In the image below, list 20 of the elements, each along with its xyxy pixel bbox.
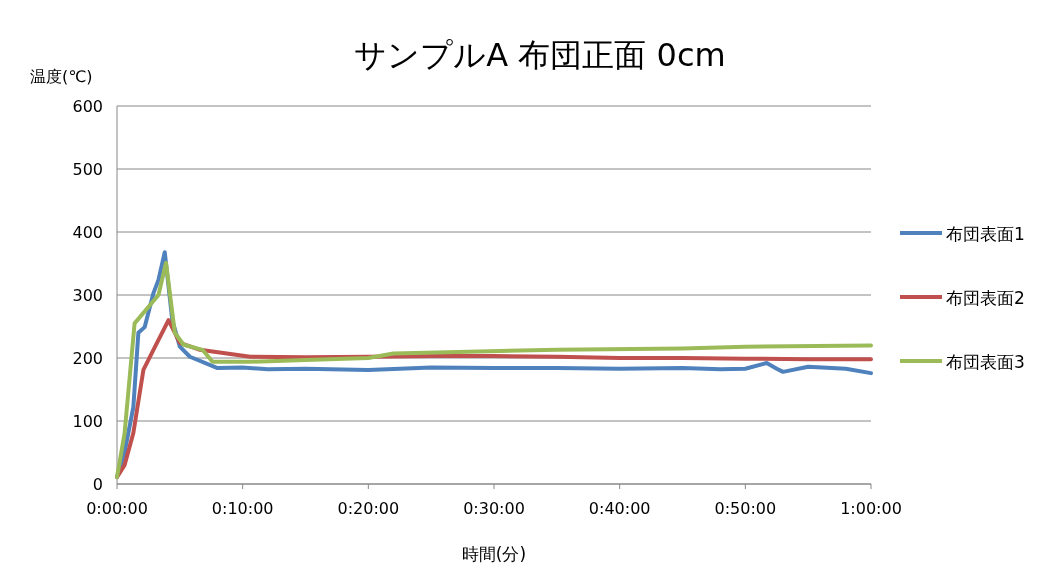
x-tick-label: 0:50:00 — [714, 499, 777, 518]
y-tick-label: 200 — [72, 349, 103, 368]
legend-label: 布団表面1 — [946, 224, 1025, 244]
x-axis-title: 時間(分) — [461, 544, 527, 564]
y-tick-label: 0 — [92, 475, 103, 494]
x-tick-label: 0:00:00 — [86, 499, 148, 518]
y-tick-label: 500 — [72, 160, 103, 179]
y-tick-label: 400 — [72, 223, 103, 242]
legend-label: 布団表面2 — [946, 288, 1025, 308]
y-tick-label: 100 — [72, 412, 103, 431]
x-tick-label: 0:40:00 — [588, 499, 651, 518]
y-axis-title: 温度(℃) — [30, 67, 93, 86]
x-tick-label: 0:10:00 — [211, 499, 274, 518]
x-tick-label: 0:30:00 — [463, 499, 525, 518]
x-tick-label: 1:00:00 — [840, 499, 902, 518]
legend-label: 布団表面3 — [946, 352, 1025, 372]
y-tick-label: 600 — [72, 97, 103, 116]
x-tick-label: 0:20:00 — [337, 499, 400, 518]
y-tick-label: 300 — [72, 286, 103, 305]
chart-title: サンプルA 布団正面 0cm — [354, 36, 726, 74]
